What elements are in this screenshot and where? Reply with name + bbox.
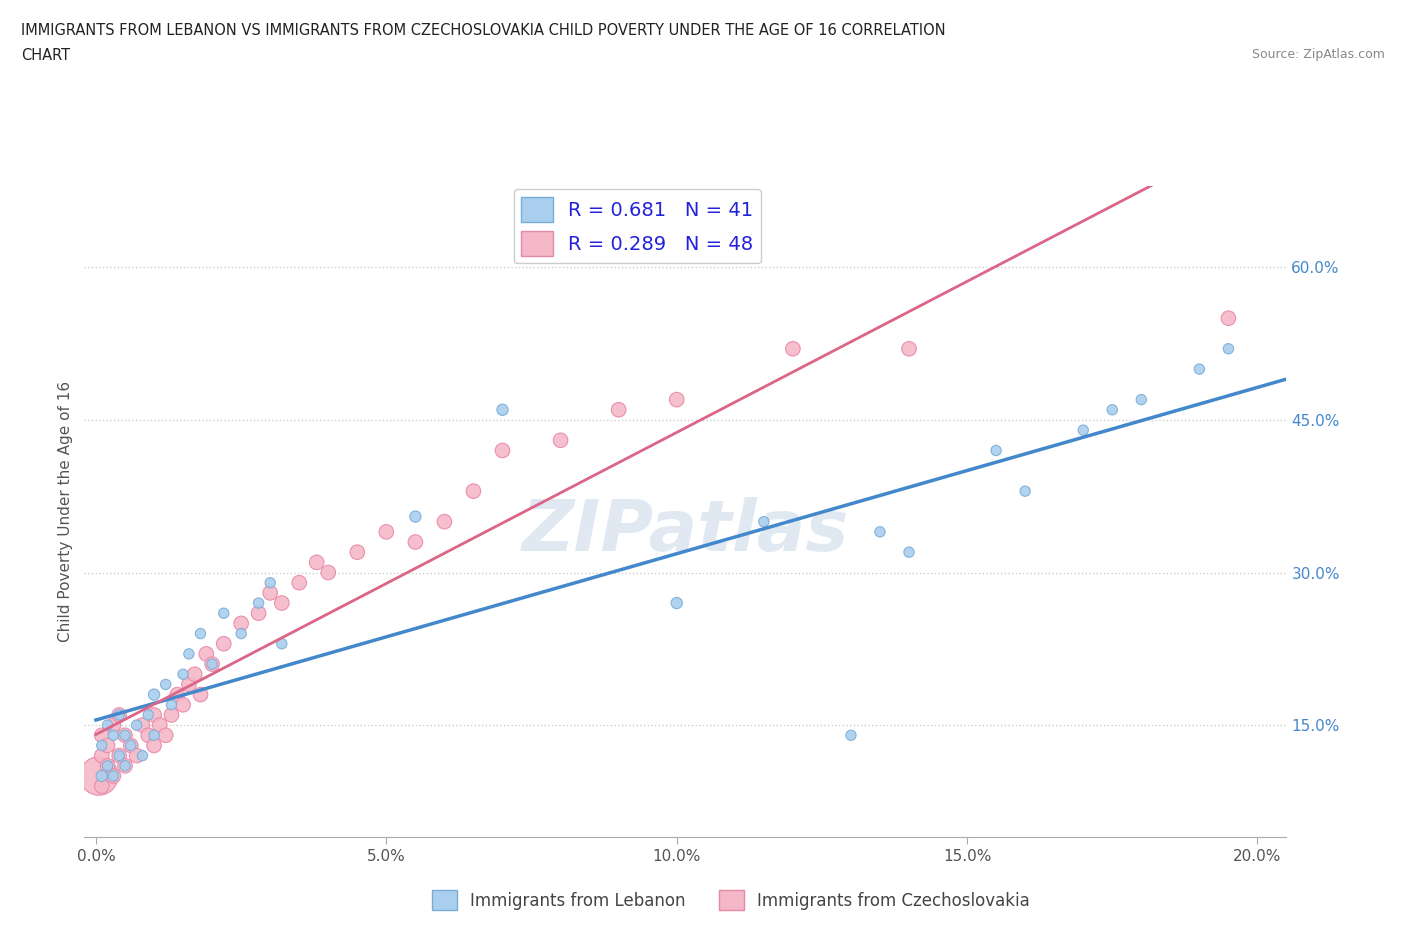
Point — [108, 708, 131, 723]
Point — [190, 626, 212, 641]
Point — [143, 708, 166, 723]
Point — [114, 758, 136, 773]
Point — [259, 586, 281, 601]
Point — [90, 778, 112, 793]
Point — [131, 718, 153, 733]
Point — [90, 768, 112, 783]
Point — [177, 646, 200, 661]
Point — [270, 595, 292, 610]
Point — [97, 758, 120, 773]
Point — [195, 646, 218, 661]
Point — [155, 728, 177, 743]
Text: IMMIGRANTS FROM LEBANON VS IMMIGRANTS FROM CZECHOSLOVAKIA CHILD POVERTY UNDER TH: IMMIGRANTS FROM LEBANON VS IMMIGRANTS FR… — [21, 23, 946, 38]
Text: ZIPatlas: ZIPatlas — [522, 497, 849, 565]
Text: CHART: CHART — [21, 48, 70, 63]
Point — [108, 708, 131, 723]
Point — [166, 687, 188, 702]
Point — [1218, 341, 1240, 356]
Point — [270, 636, 292, 651]
Point — [898, 341, 921, 356]
Point — [839, 728, 862, 743]
Point — [155, 677, 177, 692]
Point — [491, 443, 513, 458]
Point — [212, 605, 235, 620]
Point — [172, 698, 194, 712]
Point — [114, 728, 136, 743]
Point — [607, 403, 630, 418]
Point — [1071, 423, 1094, 438]
Point — [90, 748, 112, 763]
Point — [201, 657, 224, 671]
Point — [752, 514, 775, 529]
Point — [125, 748, 148, 763]
Point — [125, 718, 148, 733]
Point — [97, 718, 120, 733]
Point — [404, 535, 426, 550]
Point — [1101, 403, 1123, 418]
Point — [177, 677, 200, 692]
Point — [316, 565, 339, 580]
Point — [247, 605, 270, 620]
Point — [231, 626, 253, 641]
Point — [1188, 362, 1211, 377]
Point — [108, 748, 131, 763]
Point — [108, 748, 131, 763]
Point — [231, 616, 253, 631]
Point — [491, 403, 513, 418]
Point — [103, 768, 125, 783]
Point — [1218, 311, 1240, 325]
Point — [305, 555, 328, 570]
Point — [90, 738, 112, 753]
Point — [665, 595, 688, 610]
Point — [183, 667, 205, 682]
Point — [259, 576, 281, 591]
Point — [160, 698, 183, 712]
Point — [120, 738, 142, 753]
Point — [172, 667, 194, 682]
Point — [143, 687, 166, 702]
Point — [114, 758, 136, 773]
Point — [665, 392, 688, 407]
Point — [898, 545, 921, 560]
Point — [97, 758, 120, 773]
Point — [90, 728, 112, 743]
Point — [149, 718, 172, 733]
Y-axis label: Child Poverty Under the Age of 16: Child Poverty Under the Age of 16 — [58, 381, 73, 642]
Point — [869, 525, 891, 539]
Legend: R = 0.681   N = 41, R = 0.289   N = 48: R = 0.681 N = 41, R = 0.289 N = 48 — [513, 189, 761, 263]
Point — [346, 545, 368, 560]
Point — [136, 728, 159, 743]
Point — [87, 768, 110, 783]
Point — [160, 708, 183, 723]
Point — [136, 708, 159, 723]
Point — [114, 728, 136, 743]
Point — [190, 687, 212, 702]
Point — [550, 432, 572, 447]
Point — [143, 728, 166, 743]
Point — [782, 341, 804, 356]
Point — [463, 484, 485, 498]
Point — [212, 636, 235, 651]
Point — [984, 443, 1007, 458]
Point — [131, 748, 153, 763]
Point — [201, 657, 224, 671]
Point — [103, 718, 125, 733]
Point — [120, 738, 142, 753]
Point — [143, 738, 166, 753]
Point — [404, 509, 426, 524]
Point — [103, 728, 125, 743]
Legend: Immigrants from Lebanon, Immigrants from Czechoslovakia: Immigrants from Lebanon, Immigrants from… — [426, 884, 1036, 917]
Point — [433, 514, 456, 529]
Point — [1014, 484, 1036, 498]
Point — [97, 738, 120, 753]
Point — [288, 576, 311, 591]
Point — [375, 525, 398, 539]
Point — [1130, 392, 1153, 407]
Point — [247, 595, 270, 610]
Text: Source: ZipAtlas.com: Source: ZipAtlas.com — [1251, 48, 1385, 61]
Point — [103, 768, 125, 783]
